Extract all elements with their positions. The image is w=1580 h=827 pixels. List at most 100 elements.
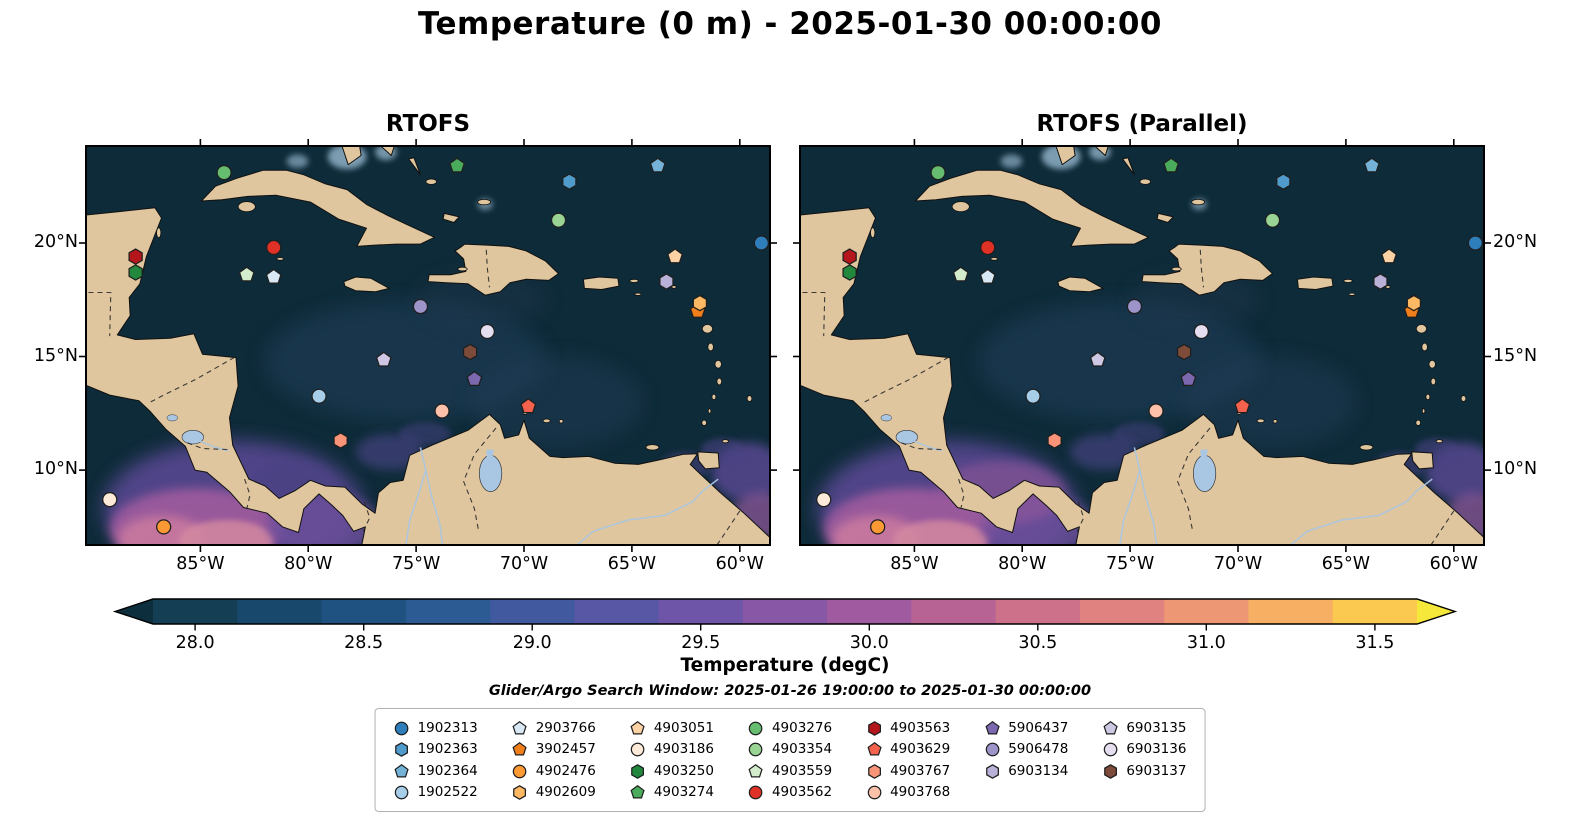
- colorbar-under-arrow: [115, 599, 153, 624]
- x-tick-label: 85°W: [890, 554, 939, 574]
- colorbar-tick-label: 29.5: [681, 633, 721, 653]
- float-marker-6903135: [375, 351, 392, 367]
- float-marker-4902609: [1406, 294, 1422, 312]
- legend-marker-5906437: [985, 720, 1000, 735]
- float-marker-4903250: [128, 264, 143, 281]
- legend-item-label: 4903768: [890, 784, 951, 801]
- float-marker-4903563: [128, 248, 143, 265]
- legend-marker-4902609: [513, 785, 527, 801]
- float-marker-5906478: [412, 298, 429, 315]
- float-marker-1902363: [562, 173, 577, 190]
- float-marker-1902313: [753, 235, 769, 251]
- float-marker-icon: [985, 742, 1000, 757]
- legend-item-label: 4903274: [653, 784, 714, 801]
- legend-item: 4903629: [866, 740, 950, 760]
- x-tick-label: 80°W: [998, 554, 1047, 574]
- float-marker-1902522: [311, 388, 327, 404]
- legend-marker-4903276: [749, 721, 763, 736]
- panel-title-rtofs: RTOFS: [385, 111, 471, 137]
- legend-item: 4903562: [748, 783, 832, 803]
- legend-item: 5906478: [984, 740, 1068, 760]
- float-marker-4903629: [1234, 398, 1251, 414]
- float-marker-icon: [512, 742, 527, 756]
- colorbar-outline: [112, 598, 1458, 625]
- legend-item-label: 2903766: [535, 719, 596, 736]
- y-tick-label: 10°N: [33, 459, 78, 480]
- float-marker-6903137: [1176, 343, 1192, 361]
- legend-marker-6903136: [1103, 742, 1118, 757]
- legend-item-label: 4902476: [535, 762, 596, 779]
- colorbar-tick-label: 30.0: [849, 633, 889, 653]
- search-window-note: Glider/Argo Search Window: 2025-01-26 19…: [488, 683, 1092, 699]
- legend-marker-6903137: [1103, 763, 1117, 779]
- legend-item-label: 1902313: [417, 719, 478, 736]
- float-marker-icon: [866, 742, 882, 756]
- float-marker-4902476: [156, 519, 172, 535]
- map-frame: [799, 145, 1485, 546]
- legend-marker-4903186: [630, 742, 645, 757]
- legend-item-label: 4903051: [653, 719, 714, 736]
- colorbar-tick-label: 28.0: [175, 633, 215, 653]
- float-marker-4903354: [1264, 212, 1281, 228]
- legend-item-label: 6903137: [1126, 762, 1187, 779]
- float-marker-1902522: [1025, 388, 1041, 404]
- float-marker-6903135: [1089, 351, 1106, 367]
- float-marker-icon: [1103, 742, 1118, 757]
- x-tick-label: 65°W: [1321, 554, 1371, 574]
- float-marker-icon: [630, 785, 645, 799]
- map-rtofs: [79, 139, 777, 552]
- legend-marker-6903135: [1103, 720, 1118, 735]
- legend-item-label: 6903135: [1126, 719, 1187, 736]
- legend-marker-4903274: [630, 785, 645, 799]
- float-marker-4902609: [692, 294, 708, 312]
- float-marker-icon: [985, 763, 999, 779]
- float-marker-1902364: [649, 157, 666, 173]
- legend-item-label: 5906478: [1008, 741, 1069, 758]
- float-marker-4903629: [520, 398, 537, 414]
- legend-marker-4903767: [867, 763, 881, 779]
- legend-item: 4902609: [512, 783, 596, 803]
- float-marker-icon: [630, 720, 645, 735]
- legend-column: 4903051 4903186 4903250 4903274: [630, 718, 714, 802]
- float-markers: [102, 157, 769, 535]
- legend-item: 6903136: [1102, 740, 1186, 760]
- x-tick-label: 60°W: [1429, 554, 1478, 574]
- legend-item-label: 4903563: [890, 719, 951, 736]
- float-marker-4903186: [816, 491, 832, 508]
- legend-item: 4903768: [866, 783, 950, 803]
- float-marker-1902364: [1363, 157, 1380, 173]
- float-marker-icon: [395, 742, 408, 758]
- float-marker-4902476: [870, 519, 886, 535]
- legend-marker-4903562: [749, 785, 763, 800]
- legend-marker-4903354: [749, 742, 763, 757]
- float-marker-icon: [749, 785, 763, 800]
- legend-item-label: 4903629: [890, 741, 951, 758]
- legend-item: 4903274: [630, 783, 714, 803]
- colorbar: [112, 598, 1458, 631]
- float-marker-icon: [867, 763, 881, 779]
- legend-item-label: 4902609: [535, 784, 596, 801]
- float-marker-6903134: [1373, 273, 1388, 290]
- y-tick-label: 15°N: [33, 345, 78, 366]
- legend-item: 1902363: [394, 740, 478, 760]
- x-tick-label: 75°W: [1105, 554, 1155, 574]
- legend-marker-4903250: [631, 763, 645, 779]
- float-marker-4903559: [238, 266, 255, 282]
- float-marker-icon: [630, 742, 645, 757]
- float-marker-1902363: [1276, 173, 1291, 190]
- legend-column: 5906437 5906478 6903134: [984, 718, 1068, 802]
- legend-item: 1902313: [394, 718, 478, 738]
- legend-marker-4903563: [867, 720, 881, 736]
- float-marker-icon: [749, 742, 763, 757]
- float-marker-1902313: [1467, 235, 1483, 251]
- float-marker-4903051: [1381, 248, 1397, 264]
- legend-item: 4903354: [748, 740, 832, 760]
- float-marker-5906437: [1180, 370, 1197, 386]
- legend-item: 4903563: [866, 718, 950, 738]
- colorbar-tick-label: 28.5: [344, 633, 384, 653]
- legend-item-label: 6903134: [1008, 762, 1069, 779]
- legend-marker-4903559: [748, 763, 764, 778]
- legend-item: 4903051: [630, 718, 714, 738]
- legend-column: 2903766 3902457 4902476 4902609: [512, 718, 596, 802]
